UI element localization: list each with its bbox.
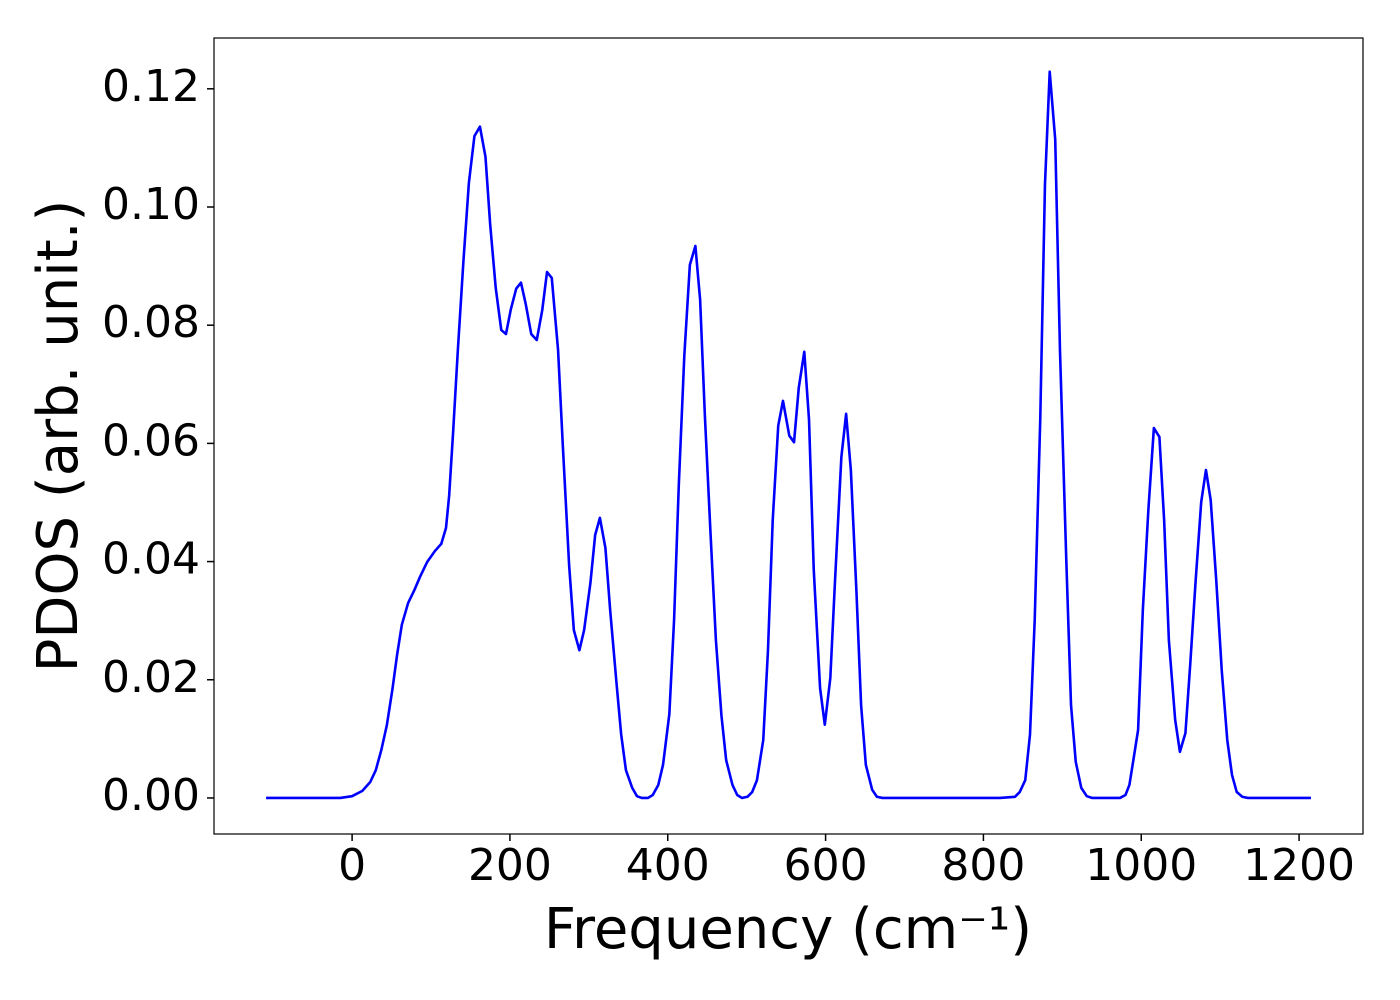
data-line bbox=[266, 70, 1311, 800]
x-tick-label: 1200 bbox=[1243, 840, 1355, 891]
x-tick-label: 0 bbox=[338, 840, 366, 891]
x-tick-label: 200 bbox=[468, 840, 552, 891]
x-tick-label: 400 bbox=[626, 840, 710, 891]
y-tick-label: 0.12 bbox=[102, 61, 200, 112]
y-tick-label: 0.06 bbox=[102, 415, 200, 466]
y-tick-label: 0.04 bbox=[102, 534, 200, 585]
x-tick-label: 800 bbox=[941, 840, 1025, 891]
x-tick-label: 1000 bbox=[1085, 840, 1197, 891]
y-tick-label: 0.10 bbox=[102, 179, 200, 230]
y-tick-label: 0.00 bbox=[102, 770, 200, 821]
x-axis-label: Frequency (cm⁻¹) bbox=[544, 897, 1032, 962]
x-tick-label: 600 bbox=[784, 840, 868, 891]
y-tick-label: 0.08 bbox=[102, 297, 200, 348]
y-axis-label: PDOS (arb. unit.) bbox=[26, 200, 91, 673]
y-tick-label: 0.02 bbox=[102, 652, 200, 703]
plot-frame bbox=[213, 37, 1364, 835]
